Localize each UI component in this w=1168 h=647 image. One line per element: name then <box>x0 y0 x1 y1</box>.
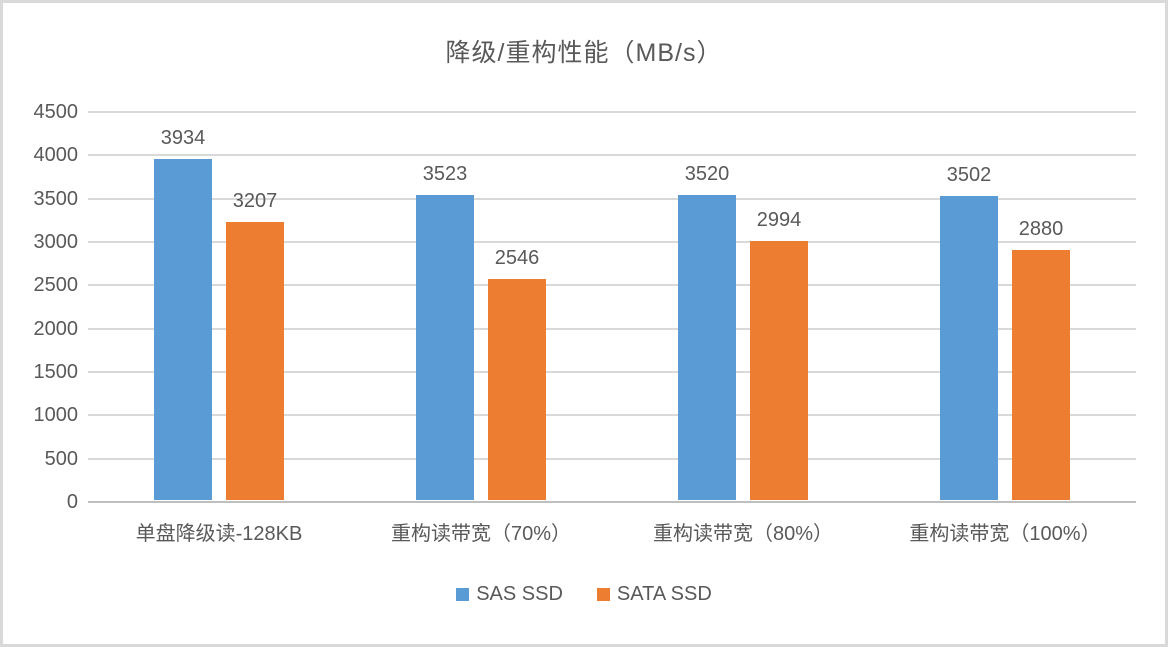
y-tick-label: 1000 <box>33 404 79 427</box>
bar-sata-ssd: 2880 <box>1012 218 1070 500</box>
bar-sata-ssd: 2994 <box>750 209 808 500</box>
gridline-3000 <box>88 241 1136 243</box>
bar-group: 3934 3207 <box>88 112 350 502</box>
bar-value-label: 3934 <box>160 127 206 149</box>
gridline-3500 <box>88 197 1136 200</box>
y-tick-label: 500 <box>44 447 78 470</box>
x-tick-label: 单盘降级读-128KB <box>135 523 303 545</box>
bar-value-label: 3520 <box>684 163 730 185</box>
gridline-2000 <box>88 327 1136 330</box>
y-tick-label: 0 <box>66 491 78 513</box>
bar-group: 3523 2546 <box>350 112 612 502</box>
gridline-4000 <box>88 154 1136 157</box>
y-tick-label: 3000 <box>33 231 79 253</box>
y-tick-label: 2000 <box>33 317 79 340</box>
bar-value-label: 2880 <box>1018 218 1064 240</box>
chart-title: 降级/重构性能（MB/s） <box>445 39 723 67</box>
bar-value-label: 3523 <box>422 163 468 185</box>
bar-sas-ssd: 3523 <box>416 163 474 500</box>
bar-value-label: 3207 <box>232 190 278 212</box>
gridline-2500 <box>88 284 1136 287</box>
bar-value-label: 3502 <box>946 164 992 186</box>
bar-sata-ssd: 3207 <box>226 190 284 500</box>
bar-group: 3502 2880 <box>874 112 1136 502</box>
gridline-4500 <box>88 111 1136 113</box>
plot-area: 3934 3207 3523 2546 3520 2994 3502 2880 <box>88 111 1136 503</box>
legend-label: SATA SSD <box>616 583 712 605</box>
bar-group: 3520 2994 <box>612 112 874 502</box>
y-tick-label: 1500 <box>33 361 79 383</box>
bar-sata-ssd: 2546 <box>488 247 546 500</box>
legend-swatch-icon <box>456 588 470 601</box>
y-axis: 0 500 1000 1500 2000 2500 3000 3500 4000 4500 <box>3 101 79 513</box>
y-tick-label: 4500 <box>33 101 79 123</box>
y-tick-label: 4000 <box>33 144 79 167</box>
legend-item-sata-ssd: SATA SSD <box>596 583 712 606</box>
bar-value-label: 2546 <box>494 247 540 269</box>
legend: SAS SSD SATA SSD <box>3 583 1165 606</box>
legend-label: SAS SSD <box>476 583 563 605</box>
bar-sas-ssd: 3520 <box>678 163 736 500</box>
gridline-1500 <box>88 371 1136 373</box>
gridline-500 <box>88 457 1136 460</box>
gridline-0 <box>88 501 1136 503</box>
x-tick-label: 重构读带宽（70%） <box>390 523 572 545</box>
gridline-1000 <box>88 414 1136 417</box>
x-tick-label: 重构读带宽（100%） <box>909 523 1101 545</box>
bar-value-label: 2994 <box>756 209 802 231</box>
x-tick-label: 重构读带宽（80%） <box>652 523 834 545</box>
y-tick-label: 2500 <box>33 274 79 297</box>
legend-swatch-icon <box>596 588 610 601</box>
y-tick-label: 3500 <box>33 187 79 210</box>
bar-sas-ssd: 3934 <box>154 127 212 500</box>
bar-sas-ssd: 3502 <box>940 164 998 500</box>
legend-item-sas-ssd: SAS SSD <box>456 583 563 606</box>
